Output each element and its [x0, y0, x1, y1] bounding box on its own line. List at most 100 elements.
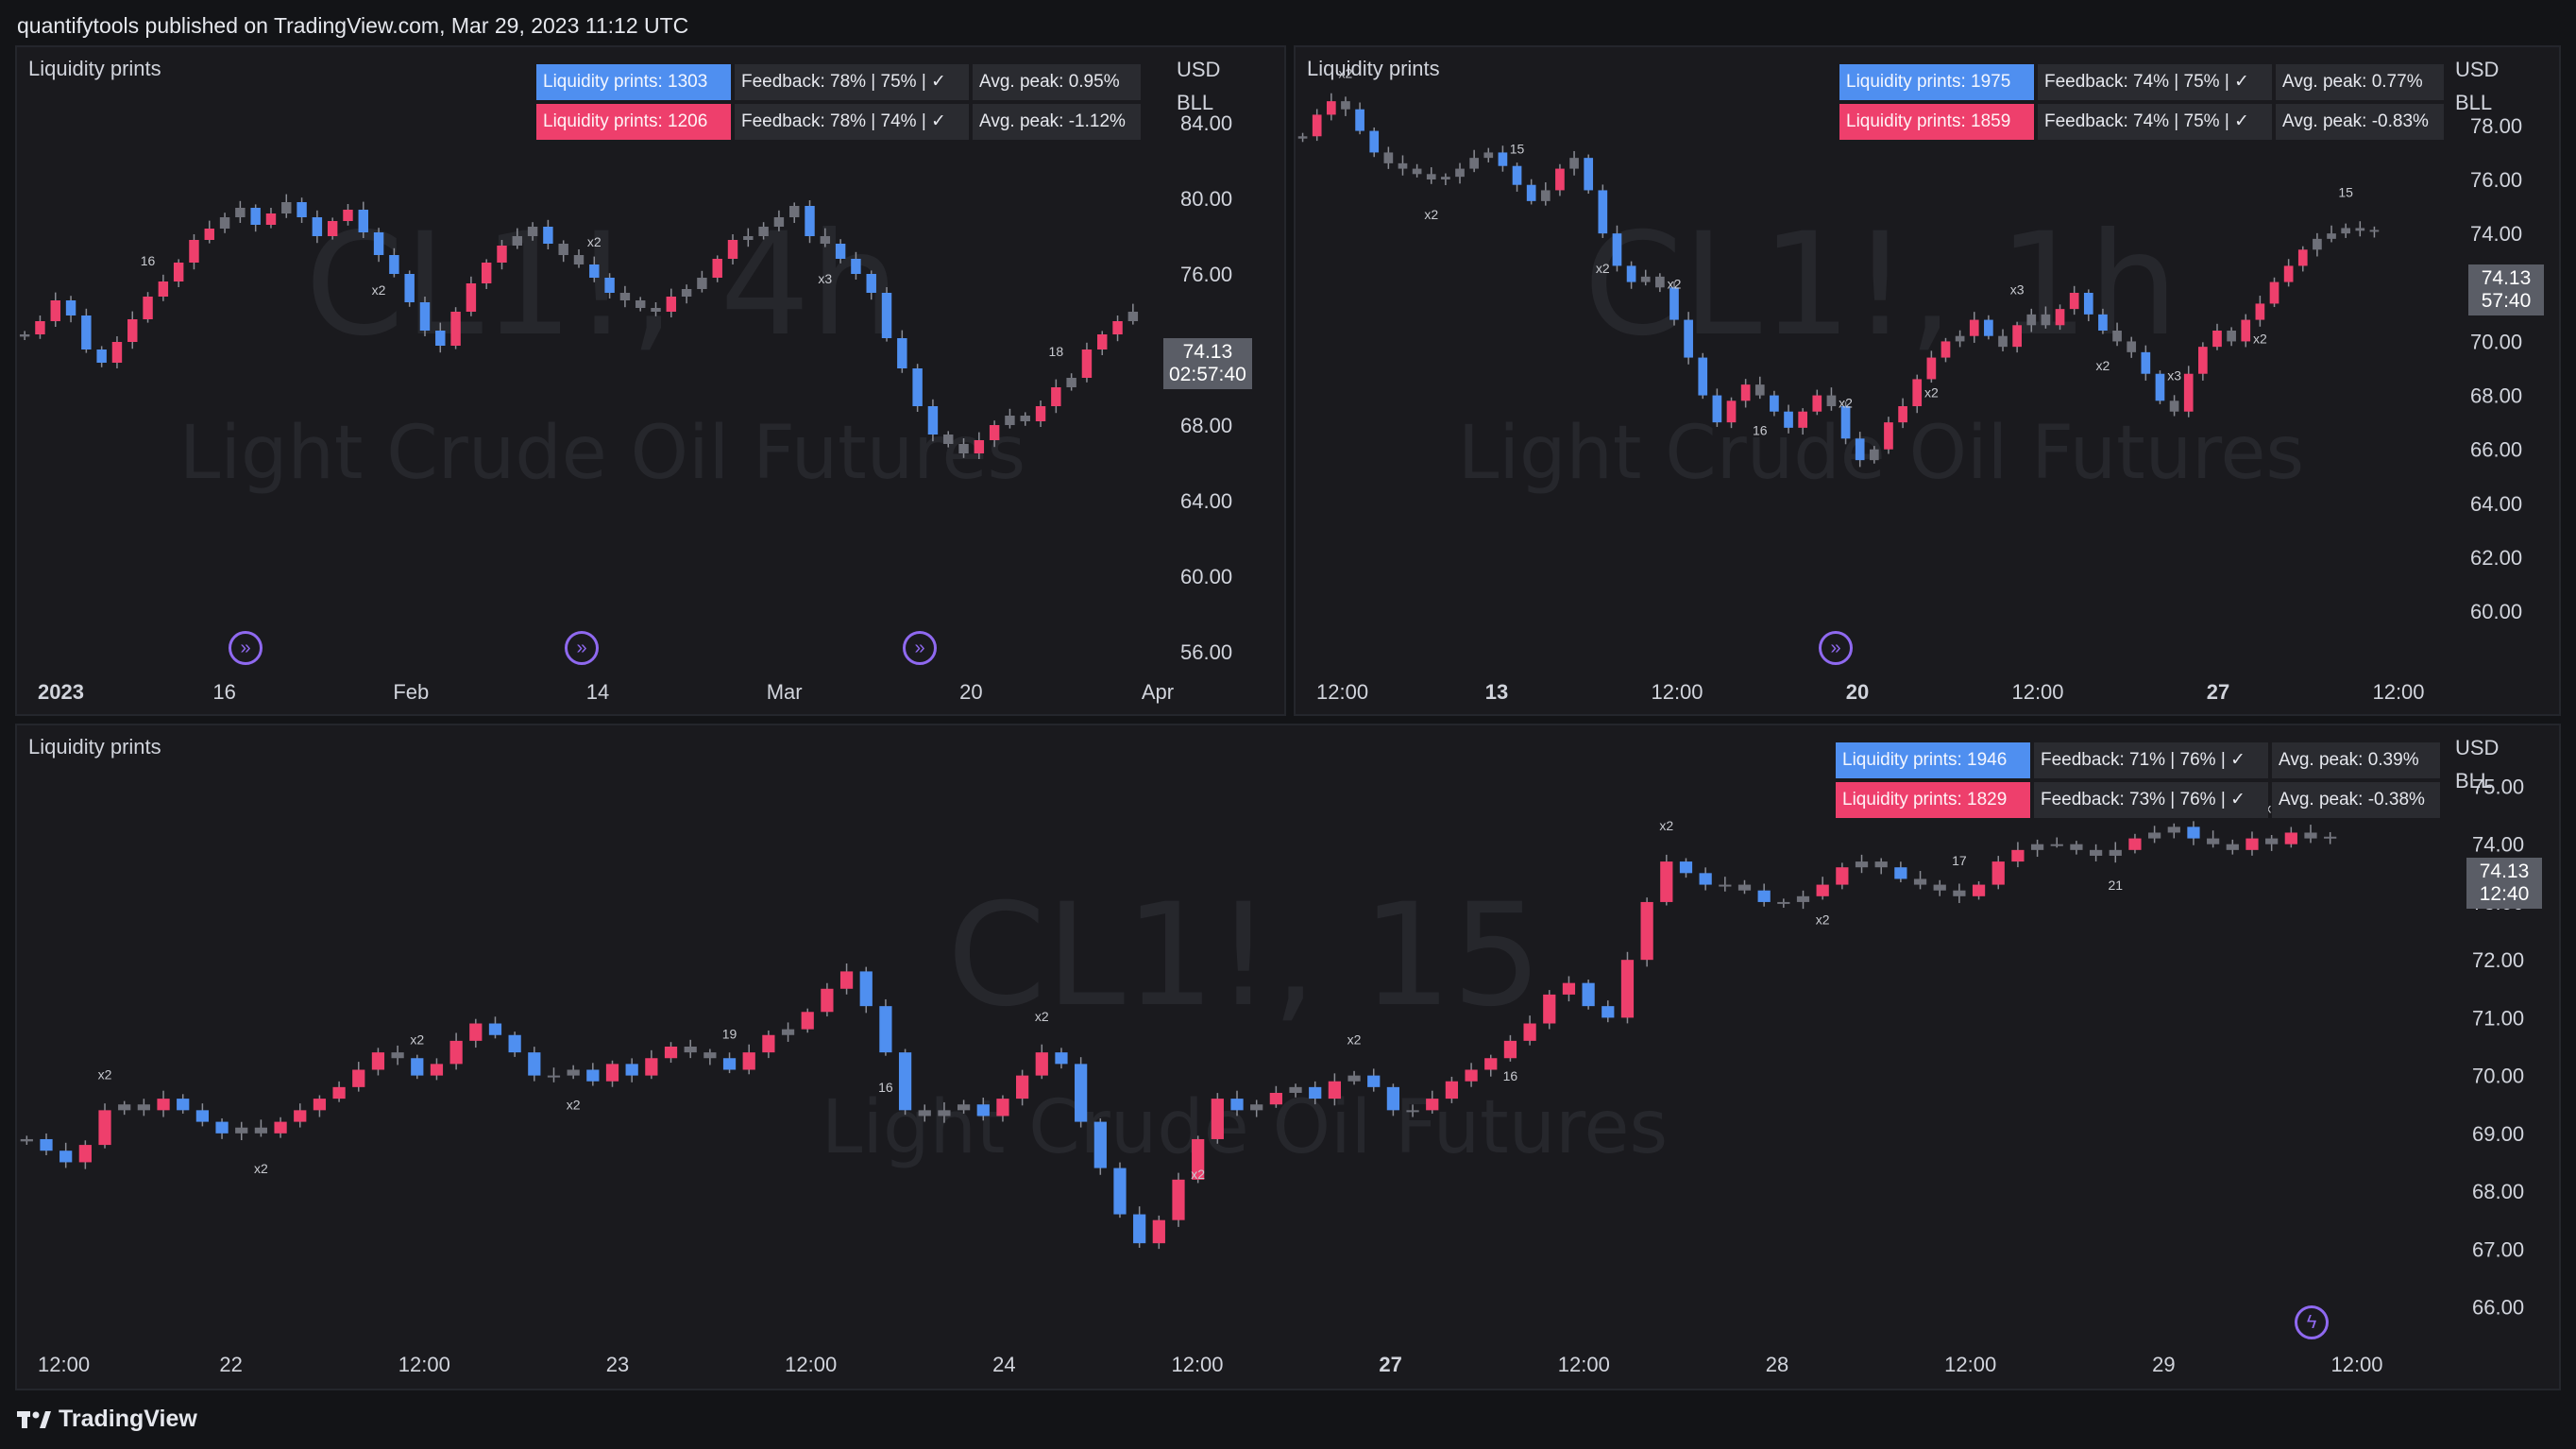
chart-panel-1h[interactable]: CL1!, 1h Light Crude Oil Futures 78.00 76… [1294, 45, 2561, 716]
x-tick-label: 28 [1766, 1353, 1788, 1376]
sell-liquidity-print [1426, 1099, 1439, 1111]
buy-liquidity-print [881, 293, 892, 338]
sell-liquidity-print [2011, 849, 2025, 862]
arrow-circle-icon[interactable]: » [565, 631, 599, 665]
indicator-name[interactable]: Liquidity prints [28, 735, 161, 759]
candle-body [1777, 901, 1790, 904]
buy-feedback: Feedback: 74% | 75% | ✓ [2038, 64, 2272, 100]
buy-liquidity-print [1698, 357, 1708, 396]
buy-liquidity-print [508, 1034, 521, 1053]
candle-body [1383, 152, 1394, 163]
candle-body [2207, 838, 2220, 844]
price-chart-1h[interactable]: 78.0076.0074.0072.0070.0068.0066.0064.00… [1296, 47, 2563, 718]
candle-body [1483, 152, 1494, 159]
buy-liquidity-print [96, 349, 107, 363]
arrow-circle-icon[interactable]: » [903, 631, 937, 665]
watermark-symbol: CL1!, 1h [1584, 203, 2178, 367]
indicator-name[interactable]: Liquidity prints [1307, 57, 1440, 80]
sell-liquidity-print [1192, 1138, 1205, 1180]
buy-liquidity-print [835, 244, 846, 259]
candle-body [137, 1104, 150, 1111]
axis-units: USD BLL [2455, 53, 2499, 119]
sell-avg-peak: Avg. peak: -1.12% [973, 104, 1141, 140]
sell-liquidity-print [1097, 334, 1108, 349]
print-annotation: x2 [1596, 261, 1610, 276]
buy-avg-peak: Avg. peak: 0.95% [973, 64, 1141, 100]
buy-liquidity-print [1679, 861, 1693, 874]
buy-liquidity-print [625, 1064, 638, 1076]
candle-body [235, 208, 246, 217]
sell-avg-peak: Avg. peak: -0.83% [2276, 104, 2444, 140]
candle-body [651, 308, 661, 312]
buy-liquidity-print [1840, 406, 1851, 439]
buy-prints-count: Liquidity prints: 1303 [536, 64, 731, 100]
buy-liquidity-print [805, 206, 815, 236]
chart-panel-4h[interactable]: CL1!, 4h Light Crude Oil Futures 84.00 80… [15, 45, 1286, 716]
candle-body [2050, 844, 2063, 846]
print-annotation: x2 [1659, 818, 1673, 833]
sell-liquidity-print [974, 440, 985, 453]
print-annotation: x3 [818, 271, 832, 286]
sell-liquidity-print [449, 1040, 463, 1065]
price-chart-4h[interactable]: 84.0080.0076.0072.0068.0064.0060.0056.00… [17, 47, 1288, 718]
buy-liquidity-print [976, 1104, 990, 1117]
sell-liquidity-print [50, 300, 60, 321]
buy-liquidity-print [1757, 890, 1771, 902]
lightning-circle-icon[interactable]: ϟ [2295, 1305, 2329, 1339]
sell-liquidity-print [111, 342, 123, 363]
arrow-circle-icon[interactable]: » [1819, 631, 1853, 665]
tradingview-brand[interactable]: TradingView [17, 1406, 197, 1433]
chart-panel-15m[interactable]: CL1!, 15 Light Crude Oil Futures 75.00 74… [15, 724, 2561, 1390]
print-annotation: x2 [1668, 277, 1682, 292]
buy-prints-count: Liquidity prints: 1946 [1836, 742, 2030, 778]
sell-liquidity-print [98, 1110, 111, 1146]
candle-body [1127, 312, 1139, 321]
buy-liquidity-print [312, 217, 323, 236]
sell-liquidity-print [1620, 960, 1635, 1018]
buy-liquidity-print [1584, 158, 1594, 191]
y-tick-label: 56.00 [1180, 640, 1232, 664]
sell-feedback: Feedback: 73% | 76% | ✓ [2034, 782, 2268, 818]
sell-liquidity-print [839, 971, 854, 989]
indicator-name[interactable]: Liquidity prints [28, 57, 161, 80]
sell-liquidity-print [127, 319, 138, 342]
unit-label: BLL [2455, 769, 2493, 793]
buy-liquidity-print [1669, 287, 1679, 320]
candle-body [254, 1127, 268, 1134]
candle-body [1655, 276, 1665, 288]
x-tick-label: 22 [219, 1353, 242, 1376]
candle-body [527, 227, 538, 236]
sell-liquidity-print [469, 1023, 483, 1041]
buy-liquidity-print [1699, 873, 1712, 885]
arrow-circle-icon[interactable]: » [229, 631, 263, 665]
sell-liquidity-print [2284, 832, 2297, 844]
buy-liquidity-print [1855, 438, 1865, 461]
sell-liquidity-print [2297, 249, 2308, 266]
sell-liquidity-print [313, 1099, 327, 1111]
buy-liquidity-print [1598, 190, 1608, 234]
print-annotation: x2 [2253, 331, 2267, 346]
candle-body [391, 1052, 404, 1059]
print-annotation: 16 [878, 1080, 893, 1095]
x-tick-label: 12:00 [1316, 680, 1368, 704]
sell-liquidity-print [1465, 1069, 1478, 1082]
candle-body [1347, 1075, 1361, 1082]
candle-body [1540, 190, 1551, 201]
candle-body [1020, 416, 1030, 421]
last-price-tag: 74.13 57:40 [2468, 264, 2544, 315]
sell-liquidity-print [1798, 411, 1808, 428]
buy-feedback: Feedback: 78% | 75% | ✓ [735, 64, 969, 100]
x-tick-label: 12:00 [1558, 1353, 1610, 1376]
buy-liquidity-print [851, 259, 861, 274]
buy-avg-peak: Avg. peak: 0.39% [2272, 742, 2440, 778]
sell-liquidity-print [666, 297, 677, 312]
y-tick-label: 64.00 [1180, 489, 1232, 513]
sell-feedback: Feedback: 74% | 75% | ✓ [2038, 104, 2272, 140]
sell-liquidity-print [1269, 1092, 1282, 1105]
sell-liquidity-print [1898, 406, 1907, 423]
candle-body [938, 1110, 951, 1117]
print-annotation: 16 [1753, 423, 1768, 438]
buy-liquidity-print [898, 1052, 912, 1111]
candle-body [2341, 228, 2351, 234]
price-chart-15m[interactable]: 75.0074.0073.0072.0071.0070.0069.0068.00… [17, 725, 2563, 1392]
